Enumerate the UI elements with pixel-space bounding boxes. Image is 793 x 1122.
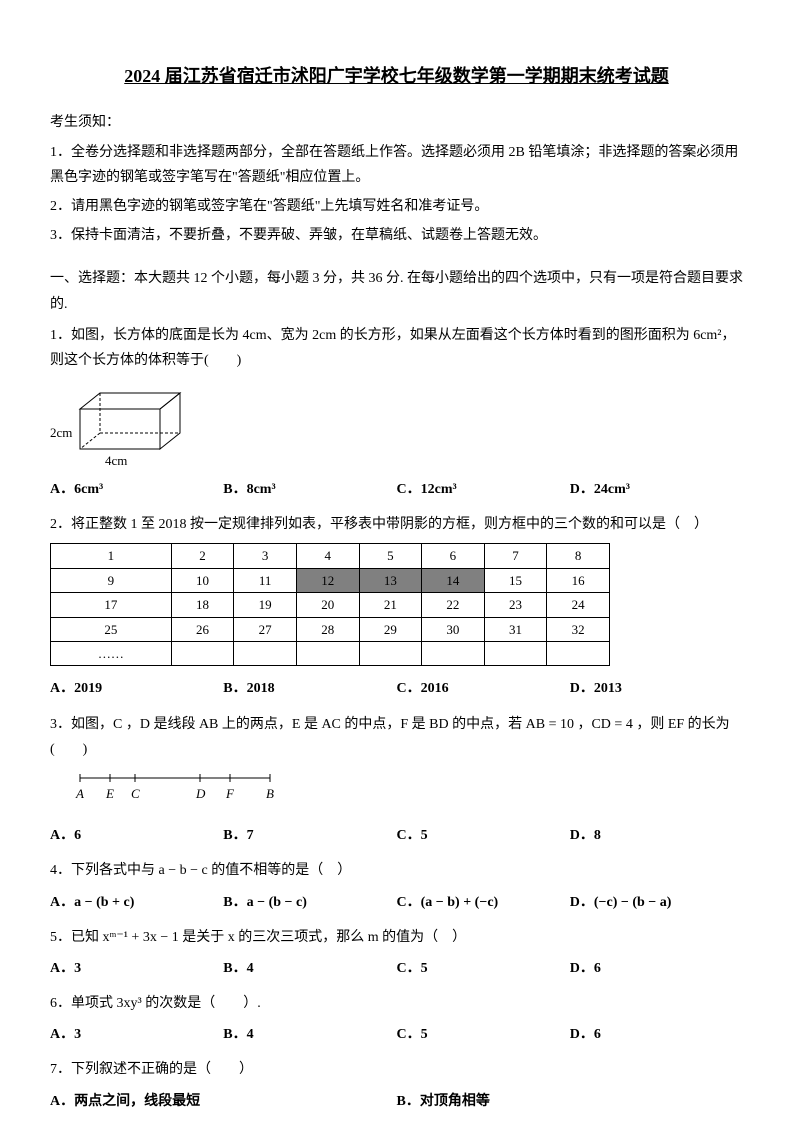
q4-choice-a: A．a − (b + c) <box>50 890 223 915</box>
q7-choice-b: B．对顶角相等 <box>397 1089 744 1114</box>
table-cell: 22 <box>422 593 485 617</box>
table-cell: 20 <box>296 593 359 617</box>
table-cell: 29 <box>359 617 422 641</box>
q2-text: 2．将正整数 1 至 2018 按一定规律排列如表，平移表中带阴影的方框，则方框… <box>50 512 743 537</box>
q1-choice-b: B．8cm³ <box>223 477 396 502</box>
table-cell: 12 <box>296 568 359 592</box>
table-cell: 13 <box>359 568 422 592</box>
q2-choices: A．2019 B．2018 C．2016 D．2013 <box>50 676 743 701</box>
instruction-3: 3．保持卡面清洁，不要折叠，不要弄破、弄皱，在草稿纸、试题卷上答题无效。 <box>50 223 743 248</box>
table-cell: …… <box>51 642 172 666</box>
q1-choices: A．6cm³ B．8cm³ C．12cm³ D．24cm³ <box>50 477 743 502</box>
q6-choice-a: A．3 <box>50 1022 223 1047</box>
table-cell: 1 <box>51 544 172 568</box>
table-cell <box>296 642 359 666</box>
table-cell: 23 <box>484 593 547 617</box>
table-cell: 24 <box>547 593 610 617</box>
q5-choice-c: C．5 <box>397 956 570 981</box>
point-label: B <box>266 786 274 801</box>
point-label: C <box>131 786 140 801</box>
q3-choice-a: A．6 <box>50 823 223 848</box>
q1-choice-a: A．6cm³ <box>50 477 223 502</box>
q4-choice-c: C．(a − b) + (−c) <box>397 890 570 915</box>
q6-choices: A．3 B．4 C．5 D．6 <box>50 1022 743 1047</box>
table-cell: 14 <box>422 568 485 592</box>
table-cell: 16 <box>547 568 610 592</box>
q6-choice-c: C．5 <box>397 1022 570 1047</box>
table-cell <box>547 642 610 666</box>
q3-choice-b: B．7 <box>223 823 396 848</box>
q7-choice-a: A．两点之间，线段最短 <box>50 1089 397 1114</box>
q4-choice-d: D．(−c) − (b − a) <box>570 890 743 915</box>
table-cell: 5 <box>359 544 422 568</box>
table-cell: 25 <box>51 617 172 641</box>
instruction-2: 2．请用黑色字迹的钢笔或签字笔在"答题纸"上先填写姓名和准考证号。 <box>50 194 743 219</box>
point-label: E <box>105 786 114 801</box>
table-cell: 8 <box>547 544 610 568</box>
q4-choice-b: B．a − (b − c) <box>223 890 396 915</box>
line-segment-icon: AECDFB <box>70 770 290 804</box>
q3-choices: A．6 B．7 C．5 D．8 <box>50 823 743 848</box>
cuboid-icon: 2cm 4cm <box>50 379 200 469</box>
q3-figure: AECDFB <box>50 770 743 813</box>
table-cell: 18 <box>171 593 234 617</box>
q2-choice-d: D．2013 <box>570 676 743 701</box>
q3-choice-c: C．5 <box>397 823 570 848</box>
table-cell: 30 <box>422 617 485 641</box>
table-cell: 28 <box>296 617 359 641</box>
table-cell: 26 <box>171 617 234 641</box>
q2-choice-b: B．2018 <box>223 676 396 701</box>
q1-choice-d: D．24cm³ <box>570 477 743 502</box>
q5-choice-d: D．6 <box>570 956 743 981</box>
q4-text: 4．下列各式中与 a − b − c 的值不相等的是（ ） <box>50 858 743 883</box>
table-cell: 3 <box>234 544 297 568</box>
q1-text: 1．如图，长方体的底面是长为 4cm、宽为 2cm 的长方形，如果从左面看这个长… <box>50 323 743 373</box>
notice-label: 考生须知： <box>50 110 743 135</box>
table-cell: 6 <box>422 544 485 568</box>
table-cell <box>359 642 422 666</box>
q2-table: 1234567891011121314151617181920212223242… <box>50 543 610 666</box>
table-cell: 7 <box>484 544 547 568</box>
table-cell: 9 <box>51 568 172 592</box>
table-cell: 10 <box>171 568 234 592</box>
table-cell <box>234 642 297 666</box>
q5-choice-a: A．3 <box>50 956 223 981</box>
page-title: 2024 届江苏省宿迁市沭阳广宇学校七年级数学第一学期期末统考试题 <box>50 60 743 92</box>
point-label: D <box>195 786 206 801</box>
q2-choice-a: A．2019 <box>50 676 223 701</box>
table-cell: 27 <box>234 617 297 641</box>
table-cell: 17 <box>51 593 172 617</box>
table-cell <box>171 642 234 666</box>
q6-choice-b: B．4 <box>223 1022 396 1047</box>
q3-choice-d: D．8 <box>570 823 743 848</box>
q6-text: 6．单项式 3xy³ 的次数是（ ）. <box>50 991 743 1016</box>
point-label: F <box>225 786 235 801</box>
q6-choice-d: D．6 <box>570 1022 743 1047</box>
label-4cm: 4cm <box>105 453 127 468</box>
section1-intro: 一、选择题：本大题共 12 个小题，每小题 3 分，共 36 分. 在每小题给出… <box>50 266 743 316</box>
instruction-1: 1．全卷分选择题和非选择题两部分，全部在答题纸上作答。选择题必须用 2B 铅笔填… <box>50 140 743 190</box>
table-cell: 2 <box>171 544 234 568</box>
table-cell: 15 <box>484 568 547 592</box>
q7-choices: A．两点之间，线段最短 B．对顶角相等 <box>50 1089 743 1114</box>
table-cell <box>422 642 485 666</box>
q1-figure: 2cm 4cm <box>50 379 743 469</box>
q5-text: 5．已知 xᵐ⁻¹ + 3x − 1 是关于 x 的三次三项式，那么 m 的值为… <box>50 925 743 950</box>
q5-choices: A．3 B．4 C．5 D．6 <box>50 956 743 981</box>
q5-choice-b: B．4 <box>223 956 396 981</box>
table-cell <box>484 642 547 666</box>
table-cell: 21 <box>359 593 422 617</box>
q1-choice-c: C．12cm³ <box>397 477 570 502</box>
table-cell: 11 <box>234 568 297 592</box>
q2-choice-c: C．2016 <box>397 676 570 701</box>
label-2cm: 2cm <box>50 425 72 440</box>
q3-text: 3．如图，C ，D 是线段 AB 上的两点，E 是 AC 的中点，F 是 BD … <box>50 712 743 762</box>
point-label: A <box>75 786 84 801</box>
table-cell: 32 <box>547 617 610 641</box>
q7-text: 7．下列叙述不正确的是（ ） <box>50 1057 743 1082</box>
q4-choices: A．a − (b + c) B．a − (b − c) C．(a − b) + … <box>50 890 743 915</box>
table-cell: 4 <box>296 544 359 568</box>
table-cell: 31 <box>484 617 547 641</box>
table-cell: 19 <box>234 593 297 617</box>
